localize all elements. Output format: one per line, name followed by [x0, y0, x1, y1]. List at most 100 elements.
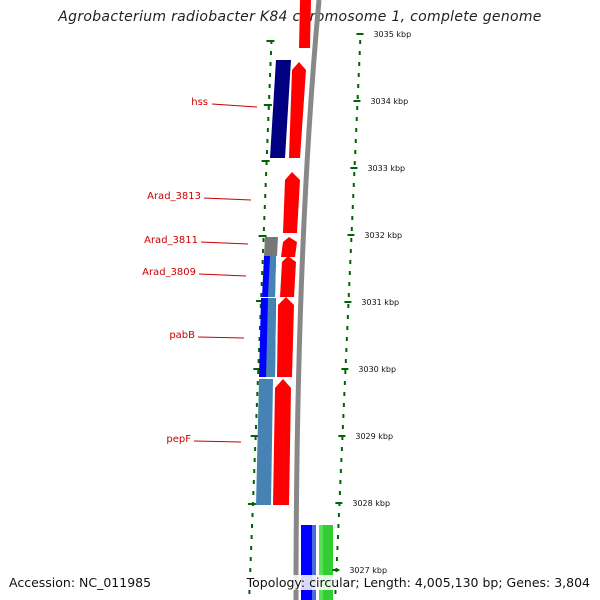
- inner-dot: [259, 315, 262, 319]
- gene-arrow-arad3811[interactable]: [281, 237, 297, 257]
- outer-dot: [343, 381, 346, 385]
- gene-arrow-arad3813[interactable]: [283, 172, 300, 233]
- gene-label[interactable]: Arad_3811: [144, 235, 198, 246]
- outer-dot: [348, 282, 351, 286]
- inner-dot: [269, 62, 272, 66]
- gene-pepF-block[interactable]: [256, 379, 273, 505]
- outer-dot: [337, 513, 340, 517]
- gene-arrow-hss[interactable]: [289, 62, 306, 158]
- inner-dot: [254, 436, 257, 440]
- inner-dot: [263, 205, 266, 209]
- inner-dot: [254, 447, 257, 451]
- inner-dot: [258, 337, 261, 341]
- inner-dot: [249, 568, 252, 572]
- gene-label[interactable]: Arad_3809: [142, 267, 196, 278]
- kbp-major-tick: [350, 167, 358, 169]
- gene-label-leader-line: [211, 103, 258, 108]
- inner-dot: [266, 128, 269, 132]
- outer-dot: [344, 359, 347, 363]
- inner-dotted-arc: [247, 40, 275, 594]
- inner-dot: [266, 150, 268, 154]
- accession-text: Accession: NC_011985: [9, 575, 154, 590]
- gene-hss-block[interactable]: [270, 60, 291, 158]
- inner-dot: [251, 524, 254, 528]
- gene-arad3809-edge: [268, 256, 276, 297]
- outer-dot: [352, 183, 355, 187]
- outer-dot: [359, 40, 362, 44]
- gene-arrow-arad3809[interactable]: [280, 256, 296, 297]
- outer-dot: [354, 150, 357, 154]
- outer-dot: [343, 392, 346, 396]
- gene-label-leader-line: [198, 273, 247, 277]
- outer-dot: [355, 117, 358, 121]
- kbp-major-tick: [356, 33, 364, 35]
- inner-dot: [251, 513, 254, 517]
- outer-dot: [344, 370, 347, 374]
- inner-dot: [252, 491, 255, 495]
- inner-dot: [257, 359, 260, 363]
- inner-dot: [260, 293, 263, 297]
- outer-dot: [350, 227, 353, 231]
- inner-dot: [258, 348, 261, 352]
- gene-arrow-top[interactable]: [299, 0, 311, 48]
- gene-arad3811-block[interactable]: [264, 237, 278, 256]
- gene-label[interactable]: pepF: [166, 434, 191, 445]
- topology-summary: Topology: circular; Length: 4,005,130 bp…: [246, 575, 590, 590]
- kbp-major-tick: [332, 569, 340, 571]
- gene-arrow-pepF[interactable]: [273, 379, 291, 505]
- outer-dot: [342, 403, 345, 407]
- outer-dot: [339, 469, 342, 473]
- gene-label[interactable]: hss: [191, 97, 208, 108]
- outer-dot: [334, 590, 337, 594]
- inner-dot: [269, 73, 272, 77]
- kbp-major-tick: [341, 368, 349, 370]
- kbp-tick-label: 3028 kbp: [352, 499, 390, 508]
- inner-major-tick: [263, 104, 272, 106]
- kbp-tick-label: 3032 kbp: [364, 231, 402, 240]
- gene-label[interactable]: pabB: [169, 330, 195, 341]
- outer-dot: [357, 73, 360, 77]
- gene-green-bottom-edge: [319, 525, 323, 600]
- outer-dot: [353, 172, 356, 176]
- inner-dot: [255, 425, 257, 429]
- inner-dot: [262, 249, 265, 253]
- inner-major-tick: [250, 435, 259, 437]
- outer-dot: [345, 348, 348, 352]
- kbp-tick-label: 3035 kbp: [373, 30, 411, 39]
- inner-dot: [264, 183, 267, 187]
- inner-dot: [265, 161, 268, 165]
- outer-dot: [336, 535, 339, 539]
- inner-dot: [266, 139, 269, 143]
- gene-label-leader-line: [197, 336, 245, 339]
- kbp-tick-label: 3030 kbp: [358, 365, 396, 374]
- outer-dot: [355, 128, 358, 132]
- outer-dot: [336, 546, 339, 550]
- kbp-scale: 3035 kbp 3034 kbp 3033 kbp 3032 kbp 3031 kbp…: [332, 30, 411, 575]
- inner-major-tick: [256, 300, 264, 302]
- outer-dot: [351, 205, 354, 209]
- inner-dot: [248, 590, 251, 594]
- gene-blue-bottom-edge: [312, 525, 316, 600]
- outer-dot: [351, 216, 354, 220]
- outer-dot: [349, 260, 352, 264]
- inner-major-tick: [266, 40, 275, 42]
- outer-dot: [345, 337, 348, 341]
- outer-dot: [337, 524, 340, 528]
- outer-dot: [353, 161, 356, 165]
- inner-dot: [249, 557, 252, 561]
- kbp-tick-label: 3031 kbp: [361, 298, 399, 307]
- outer-dot: [340, 447, 343, 451]
- inner-dot: [260, 282, 263, 286]
- inner-dot: [253, 458, 256, 462]
- gene-label-leader-line: [193, 440, 242, 443]
- inner-dot: [261, 260, 264, 264]
- outer-dot: [357, 84, 360, 88]
- outer-dot: [339, 480, 342, 484]
- inner-dot: [267, 106, 270, 110]
- inner-dot: [262, 238, 265, 242]
- outer-dot: [358, 51, 361, 55]
- gene-label[interactable]: Arad_3813: [147, 191, 201, 202]
- gene-arrow-pabB[interactable]: [277, 297, 294, 377]
- chromosome-backbone: [293, 0, 322, 600]
